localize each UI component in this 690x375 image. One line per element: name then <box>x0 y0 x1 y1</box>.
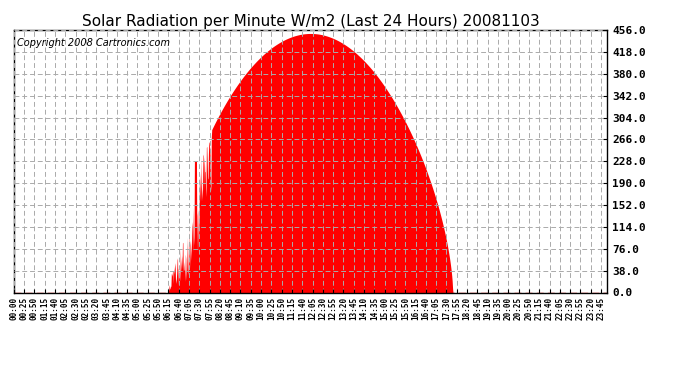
Text: Copyright 2008 Cartronics.com: Copyright 2008 Cartronics.com <box>17 38 170 48</box>
Title: Solar Radiation per Minute W/m2 (Last 24 Hours) 20081103: Solar Radiation per Minute W/m2 (Last 24… <box>81 14 540 29</box>
